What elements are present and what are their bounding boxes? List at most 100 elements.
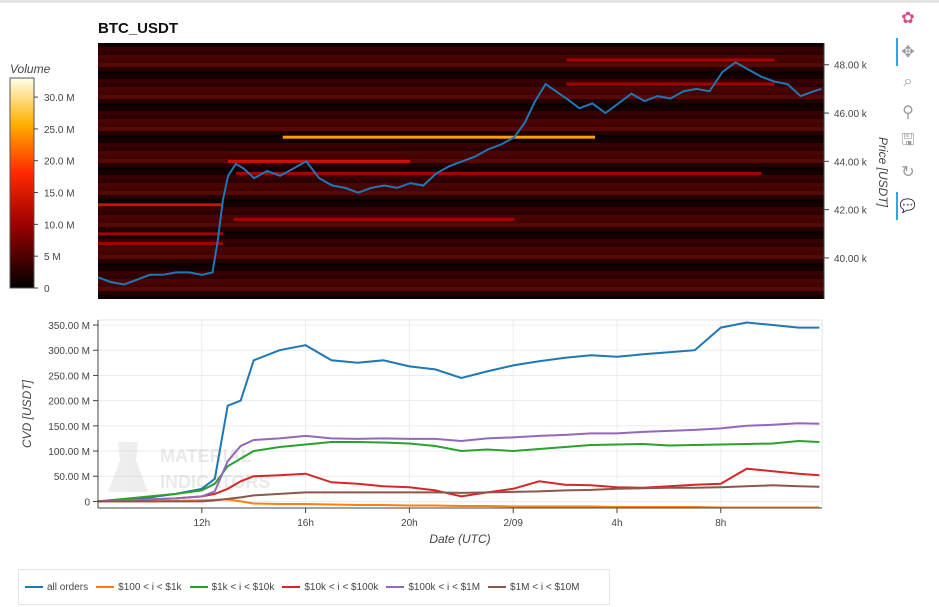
heatmap-row — [98, 255, 824, 259]
heatmap-row — [98, 163, 824, 167]
heatmap-row — [98, 79, 824, 83]
cvd-series-line — [97, 321, 820, 503]
heatmap-row — [98, 83, 824, 87]
heatmap-row — [98, 267, 824, 271]
cvd-x-tick-label: 2/09 — [503, 518, 523, 529]
cvd-x-tick-label: 4h — [611, 518, 622, 529]
cvd-x-tick-label: 8h — [715, 518, 726, 529]
legend-label: $100 < i < $1k — [118, 581, 182, 593]
heatmap-row — [98, 95, 824, 99]
heatmap-row — [98, 247, 824, 251]
heatmap-row — [98, 243, 824, 247]
heatmap-row — [98, 227, 824, 231]
heatmap-row — [98, 147, 824, 151]
legend-label: $1M < i < $10M — [510, 581, 580, 593]
legend-swatch — [25, 586, 43, 588]
heatmap-row — [98, 43, 824, 47]
colorbar-tick-label: 5 M — [44, 252, 61, 263]
legend-label: $10k < i < $100k — [304, 581, 379, 593]
cvd-series-line — [97, 422, 820, 503]
legend-label: all orders — [47, 581, 89, 593]
cvd-series-line — [98, 484, 820, 503]
heatmap-row — [98, 231, 824, 235]
chart-legend: all orders $100 < i < $1k $1k < i < $10k $1… — [18, 569, 610, 605]
colorbar-tick-label: 0 — [44, 284, 50, 295]
legend-swatch — [386, 586, 405, 588]
legend-label: $100k < i < $1M — [408, 581, 481, 593]
colorbar-tick-label: 10.0 M — [44, 220, 75, 231]
cvd-y-tick-label: 300.00 M — [48, 346, 90, 357]
heatmap-row — [98, 103, 824, 107]
cvd-y-axis-label: CVD [USDT] — [20, 379, 34, 448]
heatmap-row — [98, 179, 824, 183]
chart-toolbar: ✿ ✥ ⌕ ⚲ 🖫 ↻ 💬 — [894, 6, 926, 236]
heatmap-row — [98, 279, 824, 283]
legend-swatch — [488, 586, 507, 588]
chart-title: BTC_USDT — [98, 20, 179, 37]
heatmap-row — [98, 295, 824, 299]
hover-tool-icon[interactable]: 💬 — [896, 192, 918, 220]
heatmap-row — [98, 47, 824, 51]
heatmap-row — [98, 287, 824, 291]
wheel-zoom-tool-icon[interactable]: ⚲ — [902, 104, 914, 121]
cvd-x-tick-label: 16h — [297, 518, 314, 529]
heatmap-row — [98, 63, 824, 67]
legend-swatch — [282, 586, 301, 588]
heatmap-row — [98, 107, 824, 111]
cvd-x-tick-label: 12h — [193, 518, 210, 529]
price-heatmap-panel[interactable]: 48.00 k 46.00 k 44.00 k 42.00 k 40.00 k Pric… — [0, 0, 895, 310]
cvd-y-tick-label: 150.00 M — [48, 422, 90, 433]
heatmap-row — [98, 115, 824, 119]
heatmap-row — [98, 67, 824, 71]
heat-level-band — [98, 203, 223, 207]
heatmap-row — [98, 211, 824, 215]
heatmap-row — [98, 187, 824, 191]
legend-item[interactable]: $100 < i < $1k — [96, 581, 182, 593]
heatmap-row — [98, 195, 824, 199]
price-line — [97, 61, 822, 286]
heatmap-row — [98, 55, 824, 59]
cvd-y-tick-label: 350.00 M — [48, 321, 90, 332]
heat-level-band — [566, 82, 775, 86]
cvd-line-chart[interactable]: MATERIAL INDICATORS 350.00 M 300.00 M 250.… — [0, 300, 895, 558]
heatmap-row — [98, 207, 824, 211]
save-tool-icon[interactable]: 🖫 — [901, 131, 915, 149]
heatmap-y-tick-label: 42.00 k — [834, 206, 868, 217]
pan-tool-icon[interactable]: ✥ — [896, 38, 918, 66]
heatmap-y-tick-label: 48.00 k — [834, 61, 868, 72]
heat-level-band — [566, 58, 775, 62]
heatmap-row — [98, 123, 824, 127]
heat-level-band — [98, 241, 223, 245]
heatmap-y-tick-label: 40.00 k — [834, 254, 868, 265]
legend-label: $1k < i < $10k — [211, 581, 275, 593]
box-zoom-tool-icon[interactable]: ⌕ — [903, 73, 913, 90]
legend-item[interactable]: $1M < i < $10M — [488, 581, 580, 593]
heatmap-row — [98, 155, 824, 159]
heatmap-row — [98, 251, 824, 255]
heatmap-row — [98, 275, 824, 279]
heatmap-y-tick-label: 46.00 k — [834, 109, 868, 120]
legend-item[interactable]: $1k < i < $10k — [189, 581, 275, 593]
bokeh-logo-icon[interactable]: ✿ — [901, 10, 915, 27]
heatmap-row — [98, 235, 824, 239]
heatmap-row — [98, 119, 824, 123]
legend-item[interactable]: all orders — [25, 582, 88, 593]
legend-item[interactable]: $100k < i < $1M — [386, 582, 480, 593]
heatmap-row — [98, 51, 824, 55]
cvd-series-line — [97, 467, 820, 503]
heat-level-band — [282, 135, 596, 139]
heatmap-row — [98, 259, 824, 263]
watermark-logo: MATERIAL INDICATORS — [108, 442, 270, 492]
colorbar-tick-label: 30.0 M — [44, 93, 75, 104]
legend-item[interactable]: $10k < i < $100k — [282, 582, 378, 593]
heatmap-row — [98, 111, 824, 115]
reset-tool-icon[interactable]: ↻ — [901, 164, 915, 181]
legend-swatch — [189, 586, 208, 588]
heatmap-row — [98, 75, 824, 79]
colorbar-tick-label: 25.0 M — [44, 125, 75, 136]
heatmap-row — [98, 151, 824, 155]
heatmap-row — [98, 175, 824, 179]
heatmap-row — [98, 291, 824, 295]
heat-level-band — [98, 232, 223, 236]
heatmap-y-tick-label: 44.00 k — [834, 157, 868, 168]
